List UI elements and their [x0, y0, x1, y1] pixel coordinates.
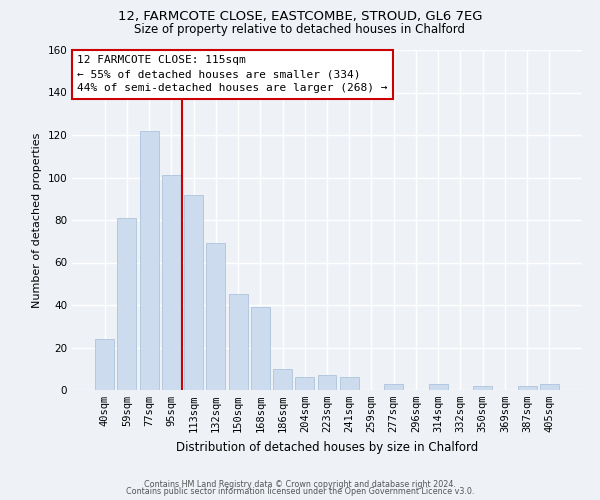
- Bar: [140, 130, 158, 390]
- Bar: [118, 218, 136, 390]
- Bar: [95, 339, 114, 390]
- Bar: [229, 294, 248, 390]
- Bar: [206, 244, 225, 390]
- Bar: [518, 386, 536, 390]
- Bar: [273, 369, 292, 390]
- Bar: [473, 386, 492, 390]
- Bar: [317, 375, 337, 390]
- Text: Size of property relative to detached houses in Chalford: Size of property relative to detached ho…: [134, 22, 466, 36]
- Text: Contains HM Land Registry data © Crown copyright and database right 2024.: Contains HM Land Registry data © Crown c…: [144, 480, 456, 489]
- Bar: [184, 194, 203, 390]
- Bar: [384, 384, 403, 390]
- X-axis label: Distribution of detached houses by size in Chalford: Distribution of detached houses by size …: [176, 440, 478, 454]
- Bar: [162, 176, 181, 390]
- Text: 12, FARMCOTE CLOSE, EASTCOMBE, STROUD, GL6 7EG: 12, FARMCOTE CLOSE, EASTCOMBE, STROUD, G…: [118, 10, 482, 23]
- Y-axis label: Number of detached properties: Number of detached properties: [32, 132, 42, 308]
- Text: Contains public sector information licensed under the Open Government Licence v3: Contains public sector information licen…: [126, 487, 474, 496]
- Bar: [251, 307, 270, 390]
- Text: 12 FARMCOTE CLOSE: 115sqm
← 55% of detached houses are smaller (334)
44% of semi: 12 FARMCOTE CLOSE: 115sqm ← 55% of detac…: [77, 55, 388, 93]
- Bar: [295, 378, 314, 390]
- Bar: [540, 384, 559, 390]
- Bar: [340, 378, 359, 390]
- Bar: [429, 384, 448, 390]
